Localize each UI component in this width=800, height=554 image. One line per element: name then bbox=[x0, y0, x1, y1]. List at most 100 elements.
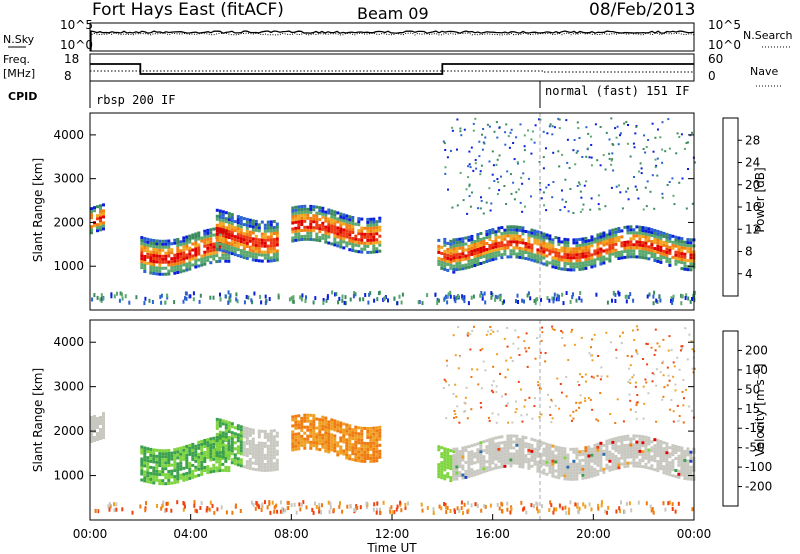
velocity-cell bbox=[623, 456, 627, 460]
power-cell bbox=[149, 259, 153, 263]
velocity-cell bbox=[206, 444, 210, 448]
velocity-cell bbox=[557, 452, 561, 456]
velocity-cell bbox=[492, 365, 495, 368]
power-cell bbox=[677, 260, 681, 264]
velocity-cell bbox=[457, 367, 460, 370]
velocity-cell bbox=[512, 458, 516, 462]
velocity-cell bbox=[452, 459, 456, 463]
velocity-cell bbox=[225, 510, 228, 515]
power-cell bbox=[509, 243, 513, 247]
velocity-cell bbox=[680, 455, 684, 459]
velocity-cell bbox=[659, 371, 662, 374]
power-cell bbox=[239, 234, 243, 238]
velocity-cell bbox=[587, 448, 591, 452]
velocity-cell bbox=[662, 459, 666, 463]
power-cell bbox=[479, 170, 482, 173]
velocity-cell bbox=[161, 458, 165, 462]
power-cell bbox=[203, 250, 207, 254]
velocity-cell bbox=[345, 426, 349, 430]
velocity-cell bbox=[557, 470, 561, 474]
velocity-cell bbox=[221, 455, 225, 459]
velocity-cell bbox=[455, 471, 459, 475]
velocity-cell bbox=[218, 451, 222, 455]
power-cell bbox=[348, 233, 352, 237]
power-cell bbox=[581, 252, 585, 256]
velocity-cell bbox=[593, 473, 597, 477]
velocity-cell bbox=[372, 432, 376, 436]
velocity-cell bbox=[176, 465, 180, 469]
power-cell bbox=[254, 246, 258, 250]
power-y-label: Slant Range [km] bbox=[31, 158, 45, 262]
power-cell bbox=[581, 261, 585, 265]
velocity-cell bbox=[533, 438, 537, 442]
power-cell bbox=[215, 232, 219, 236]
velocity-cell bbox=[251, 437, 255, 441]
power-cell bbox=[345, 232, 349, 236]
velocity-cell bbox=[587, 475, 591, 479]
velocity-cell bbox=[179, 452, 183, 456]
velocity-cell bbox=[155, 454, 159, 458]
velocity-cell bbox=[275, 461, 279, 465]
power-cell bbox=[467, 176, 470, 179]
power-cell bbox=[518, 246, 522, 250]
power-cell bbox=[375, 232, 379, 236]
velocity-cell bbox=[318, 427, 322, 431]
power-cell bbox=[161, 260, 165, 264]
power-cell bbox=[500, 226, 504, 230]
power-cell bbox=[400, 300, 403, 305]
velocity-cell bbox=[509, 446, 513, 450]
velocity-cell bbox=[257, 456, 261, 460]
power-cell bbox=[140, 245, 144, 249]
power-cell bbox=[485, 254, 489, 257]
power-cell bbox=[221, 219, 225, 223]
velocity-cell bbox=[440, 506, 443, 511]
velocity-cell bbox=[629, 382, 632, 384]
velocity-cell bbox=[176, 450, 180, 454]
power-cell bbox=[665, 259, 669, 263]
velocity-cell bbox=[426, 506, 429, 510]
power-cell bbox=[659, 248, 663, 252]
velocity-cell bbox=[185, 459, 189, 463]
power-cell bbox=[345, 229, 349, 233]
velocity-cell bbox=[164, 452, 168, 456]
power-cell bbox=[576, 150, 579, 153]
power-cell bbox=[578, 249, 582, 253]
velocity-cell bbox=[173, 448, 177, 452]
power-cell bbox=[668, 233, 672, 237]
velocity-cell bbox=[652, 510, 655, 515]
power-cell bbox=[245, 244, 249, 248]
velocity-cell bbox=[596, 457, 600, 461]
velocity-cell bbox=[572, 471, 576, 475]
power-cell bbox=[480, 291, 483, 295]
velocity-cell bbox=[500, 509, 503, 513]
velocity-cell bbox=[96, 426, 99, 429]
velocity-cell bbox=[97, 509, 100, 514]
power-cell bbox=[318, 209, 322, 213]
power-cell bbox=[626, 240, 630, 244]
velocity-cell bbox=[533, 447, 537, 451]
velocity-cell bbox=[206, 447, 210, 451]
power-cell bbox=[312, 205, 316, 209]
power-cell bbox=[324, 216, 328, 220]
power-cell bbox=[254, 225, 258, 229]
velocity-cell bbox=[315, 447, 319, 451]
power-cell bbox=[542, 253, 546, 257]
velocity-cell bbox=[440, 461, 444, 465]
power-cell bbox=[303, 237, 307, 241]
power-cell bbox=[140, 257, 144, 261]
power-cell bbox=[559, 209, 562, 211]
power-cell bbox=[665, 232, 669, 236]
velocity-cell bbox=[662, 456, 666, 460]
velocity-cell bbox=[672, 410, 675, 413]
velocity-cell bbox=[470, 474, 474, 478]
power-cell bbox=[527, 254, 531, 258]
power-cell bbox=[512, 228, 516, 232]
velocity-cell bbox=[348, 433, 352, 437]
velocity-cell bbox=[273, 505, 276, 510]
power-cell bbox=[260, 232, 264, 236]
velocity-cell bbox=[291, 442, 295, 446]
power-pixels bbox=[90, 117, 696, 306]
power-cell bbox=[468, 185, 471, 188]
velocity-cell bbox=[140, 460, 144, 464]
velocity-cell bbox=[606, 510, 608, 515]
